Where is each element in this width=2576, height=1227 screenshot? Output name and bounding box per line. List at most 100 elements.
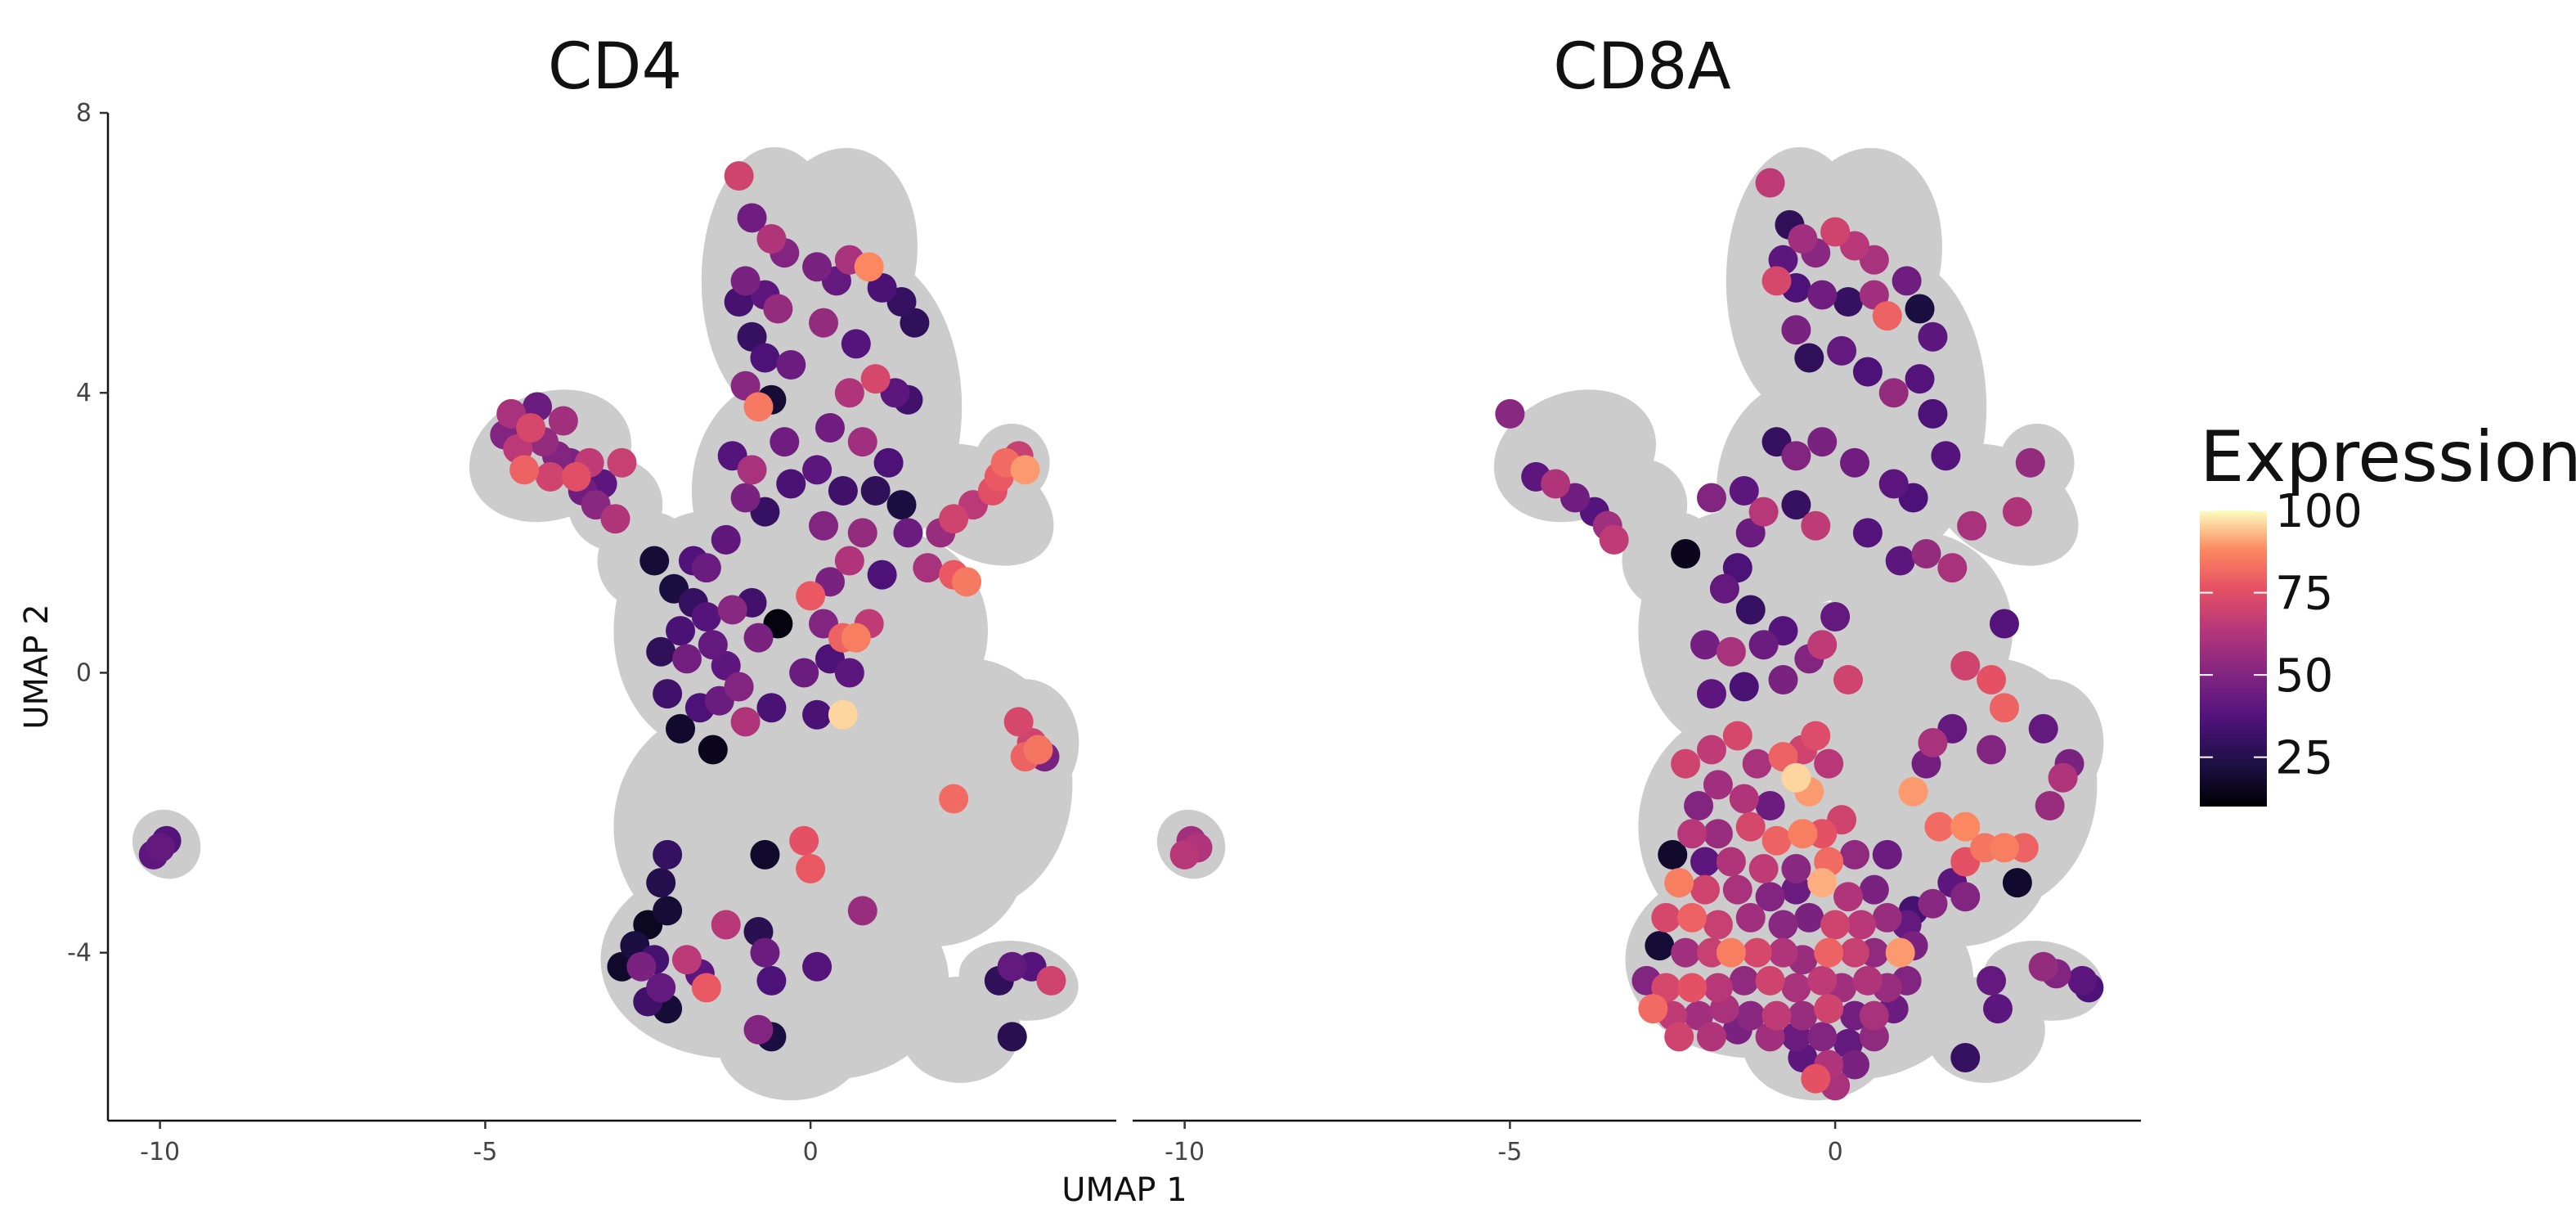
- cell-point: [730, 266, 761, 296]
- cell-point: [671, 945, 702, 975]
- cell-point: [1885, 937, 1915, 968]
- cell-point: [1768, 665, 1798, 694]
- cell-point: [854, 252, 884, 282]
- cell-point: [1023, 735, 1053, 765]
- cell-point: [893, 518, 923, 548]
- cell-point: [1989, 693, 2019, 723]
- cell-point: [1036, 965, 1066, 996]
- cell-point: [1690, 630, 1721, 660]
- cell-point: [1833, 287, 1864, 317]
- cell-point: [535, 461, 565, 492]
- cell-point: [1768, 742, 1798, 772]
- cell-point: [730, 483, 761, 513]
- background-cell-cluster: [841, 762, 1027, 946]
- cell-point: [763, 294, 793, 324]
- cell-point: [1788, 1000, 1818, 1031]
- cell-point: [1957, 510, 1987, 541]
- cell-point: [847, 427, 877, 457]
- colorbar-tick-label: 25: [2275, 732, 2333, 785]
- cell-point: [796, 581, 826, 611]
- cell-point: [653, 896, 683, 926]
- cell-point: [600, 504, 631, 534]
- cell-point: [1911, 539, 1941, 569]
- cell-point: [1671, 539, 1701, 569]
- cell-point: [1761, 825, 1792, 856]
- cell-point: [952, 567, 982, 597]
- cell-point: [1677, 973, 1708, 1003]
- cell-point: [750, 839, 780, 870]
- cell-point: [1781, 315, 1811, 345]
- cell-point: [1872, 902, 1902, 933]
- cell-point: [1950, 1043, 1981, 1072]
- cell-point: [730, 371, 761, 401]
- colorbar-tick-label: 100: [2275, 485, 2363, 538]
- background-cells: [132, 146, 1079, 1101]
- colorbar-legend: Expression 25 50 75 100: [2200, 416, 2576, 807]
- cell-point: [1735, 1000, 1766, 1031]
- cell-point: [1801, 1063, 1831, 1094]
- cell-point: [1735, 518, 1766, 548]
- cell-point: [691, 602, 721, 631]
- cell-point: [1807, 868, 1838, 898]
- colorbar-gradient: [2200, 510, 2267, 807]
- cell-point: [756, 693, 787, 723]
- cell-point: [776, 469, 806, 499]
- background-cells: [1156, 146, 2104, 1101]
- cell-point: [1982, 994, 2013, 1024]
- cell-point: [2028, 951, 2058, 982]
- cell-point: [1846, 910, 1876, 940]
- cell-point: [711, 650, 741, 681]
- cell-point: [1671, 748, 1701, 779]
- cell-point: [1852, 965, 1883, 996]
- cell-point: [1541, 469, 1571, 499]
- colorbar-tick-label: 75: [2275, 568, 2333, 621]
- cell-point: [1684, 791, 1714, 820]
- cell-point: [1684, 1000, 1714, 1031]
- cell-point: [1807, 630, 1838, 660]
- panel-title-cd8a: CD8A: [1553, 30, 1731, 104]
- cell-point: [1768, 910, 1798, 940]
- cell-point: [1878, 378, 1909, 408]
- cell-point: [1977, 965, 2007, 996]
- cell-point: [939, 504, 969, 534]
- colorbar-ticks: 25 50 75 100: [2200, 485, 2363, 785]
- cell-point: [1735, 595, 1766, 625]
- cell-point: [737, 321, 767, 352]
- cell-point: [860, 476, 891, 506]
- cell-point: [1690, 874, 1721, 905]
- cell-point: [802, 252, 832, 282]
- cell-point: [939, 784, 969, 814]
- cell-point: [913, 553, 943, 583]
- cell-point: [1664, 1022, 1694, 1052]
- background-cell-cluster: [717, 987, 864, 1101]
- cell-point: [1814, 937, 1844, 968]
- cell-point: [1794, 343, 1824, 373]
- cell-point: [1905, 294, 1935, 324]
- cell-point: [828, 476, 858, 506]
- cell-point: [1722, 553, 1752, 583]
- cell-point: [841, 622, 871, 653]
- cell-point: [802, 455, 832, 485]
- cell-point: [1781, 973, 1811, 1003]
- cell-point: [1709, 573, 1739, 604]
- y-tick-label: -4: [67, 939, 92, 968]
- cell-point: [1748, 497, 1779, 527]
- cell-point: [1755, 168, 1785, 198]
- cell-point: [834, 658, 864, 688]
- cell-point: [1918, 398, 1948, 429]
- cell-point: [666, 616, 696, 646]
- cell-point: [1722, 874, 1752, 905]
- cell-point: [1918, 728, 1948, 757]
- x-tick-label: -5: [473, 1138, 497, 1166]
- cell-point: [1761, 1000, 1792, 1031]
- cell-point: [1807, 1022, 1838, 1052]
- cell-point: [1859, 874, 1889, 905]
- cell-point: [1794, 902, 1824, 933]
- cell-point: [640, 546, 670, 576]
- expressing-cells: [138, 161, 1066, 1052]
- x-tick-label: 0: [1828, 1138, 1843, 1166]
- cell-point: [1003, 707, 1034, 737]
- cell-point: [1833, 882, 1864, 912]
- cell-point: [743, 392, 774, 422]
- cell-point: [867, 272, 897, 303]
